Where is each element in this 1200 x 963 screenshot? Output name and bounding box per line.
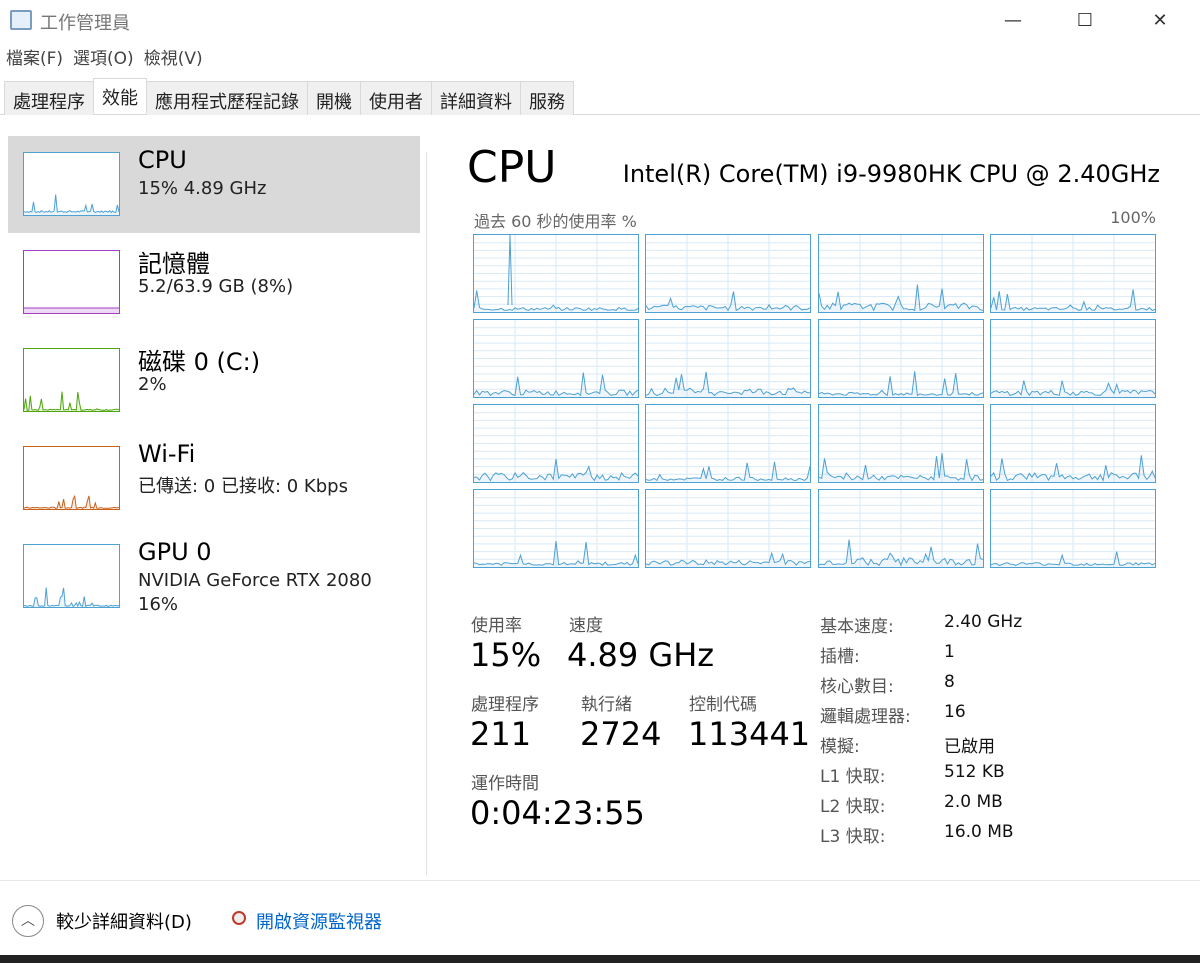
open-resource-monitor-link[interactable]: 開啟資源監視器 (256, 912, 382, 933)
logical-processor-graph (645, 319, 811, 398)
disk-thumbnail-graph (23, 348, 120, 412)
spec-value: 已啟用 (944, 737, 995, 757)
threads-value: 2724 (580, 715, 662, 753)
maximize-button[interactable]: ☐ (1076, 10, 1094, 31)
processes-label: 處理程序 (471, 695, 539, 715)
logical-processor-graph (645, 489, 811, 568)
sidebar-item-name: 記憶體 (138, 250, 210, 278)
usage-value: 15% (470, 636, 542, 674)
title-bar: 工作管理員 — ☐ ✕ (0, 0, 1200, 42)
sidebar-item-wifi[interactable]: Wi-Fi 已傳送: 0 已接收: 0 Kbps (8, 430, 420, 527)
logical-processor-graph (990, 404, 1156, 483)
sidebar-item-name: CPU (138, 146, 187, 174)
sidebar-item-detail: 已傳送: 0 已接收: 0 Kbps (138, 476, 348, 497)
menu-bar: 檔案(F) 選項(O) 檢視(V) (0, 44, 207, 74)
uptime-value: 0:04:23:55 (470, 794, 645, 832)
speed-value: 4.89 GHz (567, 636, 715, 674)
logical-processor-graph (645, 234, 811, 313)
uptime-label: 運作時間 (471, 774, 539, 794)
tab-app-history[interactable]: 應用程式歷程記錄 (146, 81, 308, 115)
footer: ︿ 較少詳細資料(D) 開啟資源監視器 (0, 880, 1200, 955)
spec-value: 2.0 MB (944, 792, 1003, 812)
minimize-button[interactable]: — (1004, 10, 1022, 31)
menu-view[interactable]: 檢視(V) (143, 49, 203, 69)
logical-processor-graph (473, 319, 639, 398)
spec-label: L1 快取: (820, 767, 886, 787)
handles-label: 控制代碼 (689, 695, 757, 715)
fewer-details-button[interactable]: 較少詳細資料(D) (56, 912, 192, 933)
task-manager-icon (10, 10, 32, 30)
sidebar-item-cpu[interactable]: CPU 15% 4.89 GHz (8, 136, 420, 233)
sidebar-item-disk[interactable]: 磁碟 0 (C:) 2% (8, 332, 420, 429)
logical-processor-graph (473, 234, 639, 313)
menu-file[interactable]: 檔案(F) (6, 49, 64, 69)
window-title: 工作管理員 (40, 13, 130, 34)
sidebar-item-name: GPU 0 (138, 538, 212, 566)
spec-label: L2 快取: (820, 797, 886, 817)
threads-label: 執行緒 (581, 695, 632, 715)
menu-options[interactable]: 選項(O) (73, 49, 134, 69)
graph-label: 過去 60 秒的使用率 % (474, 212, 637, 231)
gpu-thumbnail-graph (23, 544, 120, 608)
close-button[interactable]: ✕ (1152, 10, 1168, 31)
tab-performance[interactable]: 效能 (93, 78, 147, 114)
logical-processor-graph (990, 489, 1156, 568)
spec-value: 1 (944, 642, 955, 662)
spec-value: 512 KB (944, 762, 1005, 782)
tab-details[interactable]: 詳細資料 (431, 81, 521, 115)
wifi-thumbnail-graph (23, 446, 120, 510)
spec-label: 基本速度: (820, 617, 894, 637)
tab-bar: 處理程序 效能 應用程式歷程記錄 開機 使用者 詳細資料 服務 (0, 78, 1200, 115)
sidebar-item-name: 磁碟 0 (C:) (138, 348, 261, 376)
page-title: CPU (467, 142, 557, 193)
sidebar-item-detail: 15% 4.89 GHz (138, 178, 267, 199)
spec-value: 8 (944, 672, 955, 692)
tab-startup[interactable]: 開機 (307, 81, 361, 115)
sidebar-item-name: Wi-Fi (138, 440, 196, 468)
spec-label: 模擬: (820, 737, 860, 757)
tab-services[interactable]: 服務 (520, 81, 574, 115)
logical-processor-graph (818, 234, 984, 313)
speed-label: 速度 (569, 616, 603, 636)
spec-label: 核心數目: (820, 677, 894, 697)
logical-processor-graph (818, 489, 984, 568)
usage-label: 使用率 (471, 616, 522, 636)
logical-processor-graph (818, 319, 984, 398)
spec-value: 16 (944, 702, 966, 722)
sidebar-item-usage: 16% (138, 594, 179, 615)
logical-processor-graph (990, 234, 1156, 313)
logical-processor-graph (473, 489, 639, 568)
taskbar-edge (0, 955, 1200, 963)
logical-processor-graph (473, 404, 639, 483)
logical-processor-graph (645, 404, 811, 483)
sidebar-item-memory[interactable]: 記憶體 5.2/63.9 GB (8%) (8, 234, 420, 331)
spec-label: 邏輯處理器: (820, 707, 911, 727)
logical-processor-graph (990, 319, 1156, 398)
cpu-model: Intel(R) Core(TM) i9-9980HK CPU @ 2.40GH… (622, 160, 1160, 188)
memory-thumbnail-graph (23, 250, 120, 314)
sidebar-item-detail: 2% (138, 374, 167, 395)
spec-value: 2.40 GHz (944, 612, 1023, 632)
divider (426, 152, 427, 875)
spec-label: 插槽: (820, 647, 860, 667)
tab-processes[interactable]: 處理程序 (4, 81, 94, 115)
spec-label: L3 快取: (820, 827, 886, 847)
graph-max: 100% (1110, 208, 1156, 227)
processes-value: 211 (470, 715, 532, 753)
sidebar-item-detail: 5.2/63.9 GB (8%) (138, 276, 294, 297)
cpu-thumbnail-graph (23, 152, 120, 216)
sidebar-item-gpu[interactable]: GPU 0 NVIDIA GeForce RTX 2080 16% (8, 528, 420, 625)
handles-value: 113441 (688, 715, 811, 753)
tab-users[interactable]: 使用者 (360, 81, 432, 115)
chevron-up-icon[interactable]: ︿ (12, 905, 44, 937)
spec-value: 16.0 MB (944, 822, 1014, 842)
sidebar-item-detail: NVIDIA GeForce RTX 2080 (138, 570, 372, 591)
logical-processor-graph (818, 404, 984, 483)
resource-monitor-icon (232, 911, 246, 925)
